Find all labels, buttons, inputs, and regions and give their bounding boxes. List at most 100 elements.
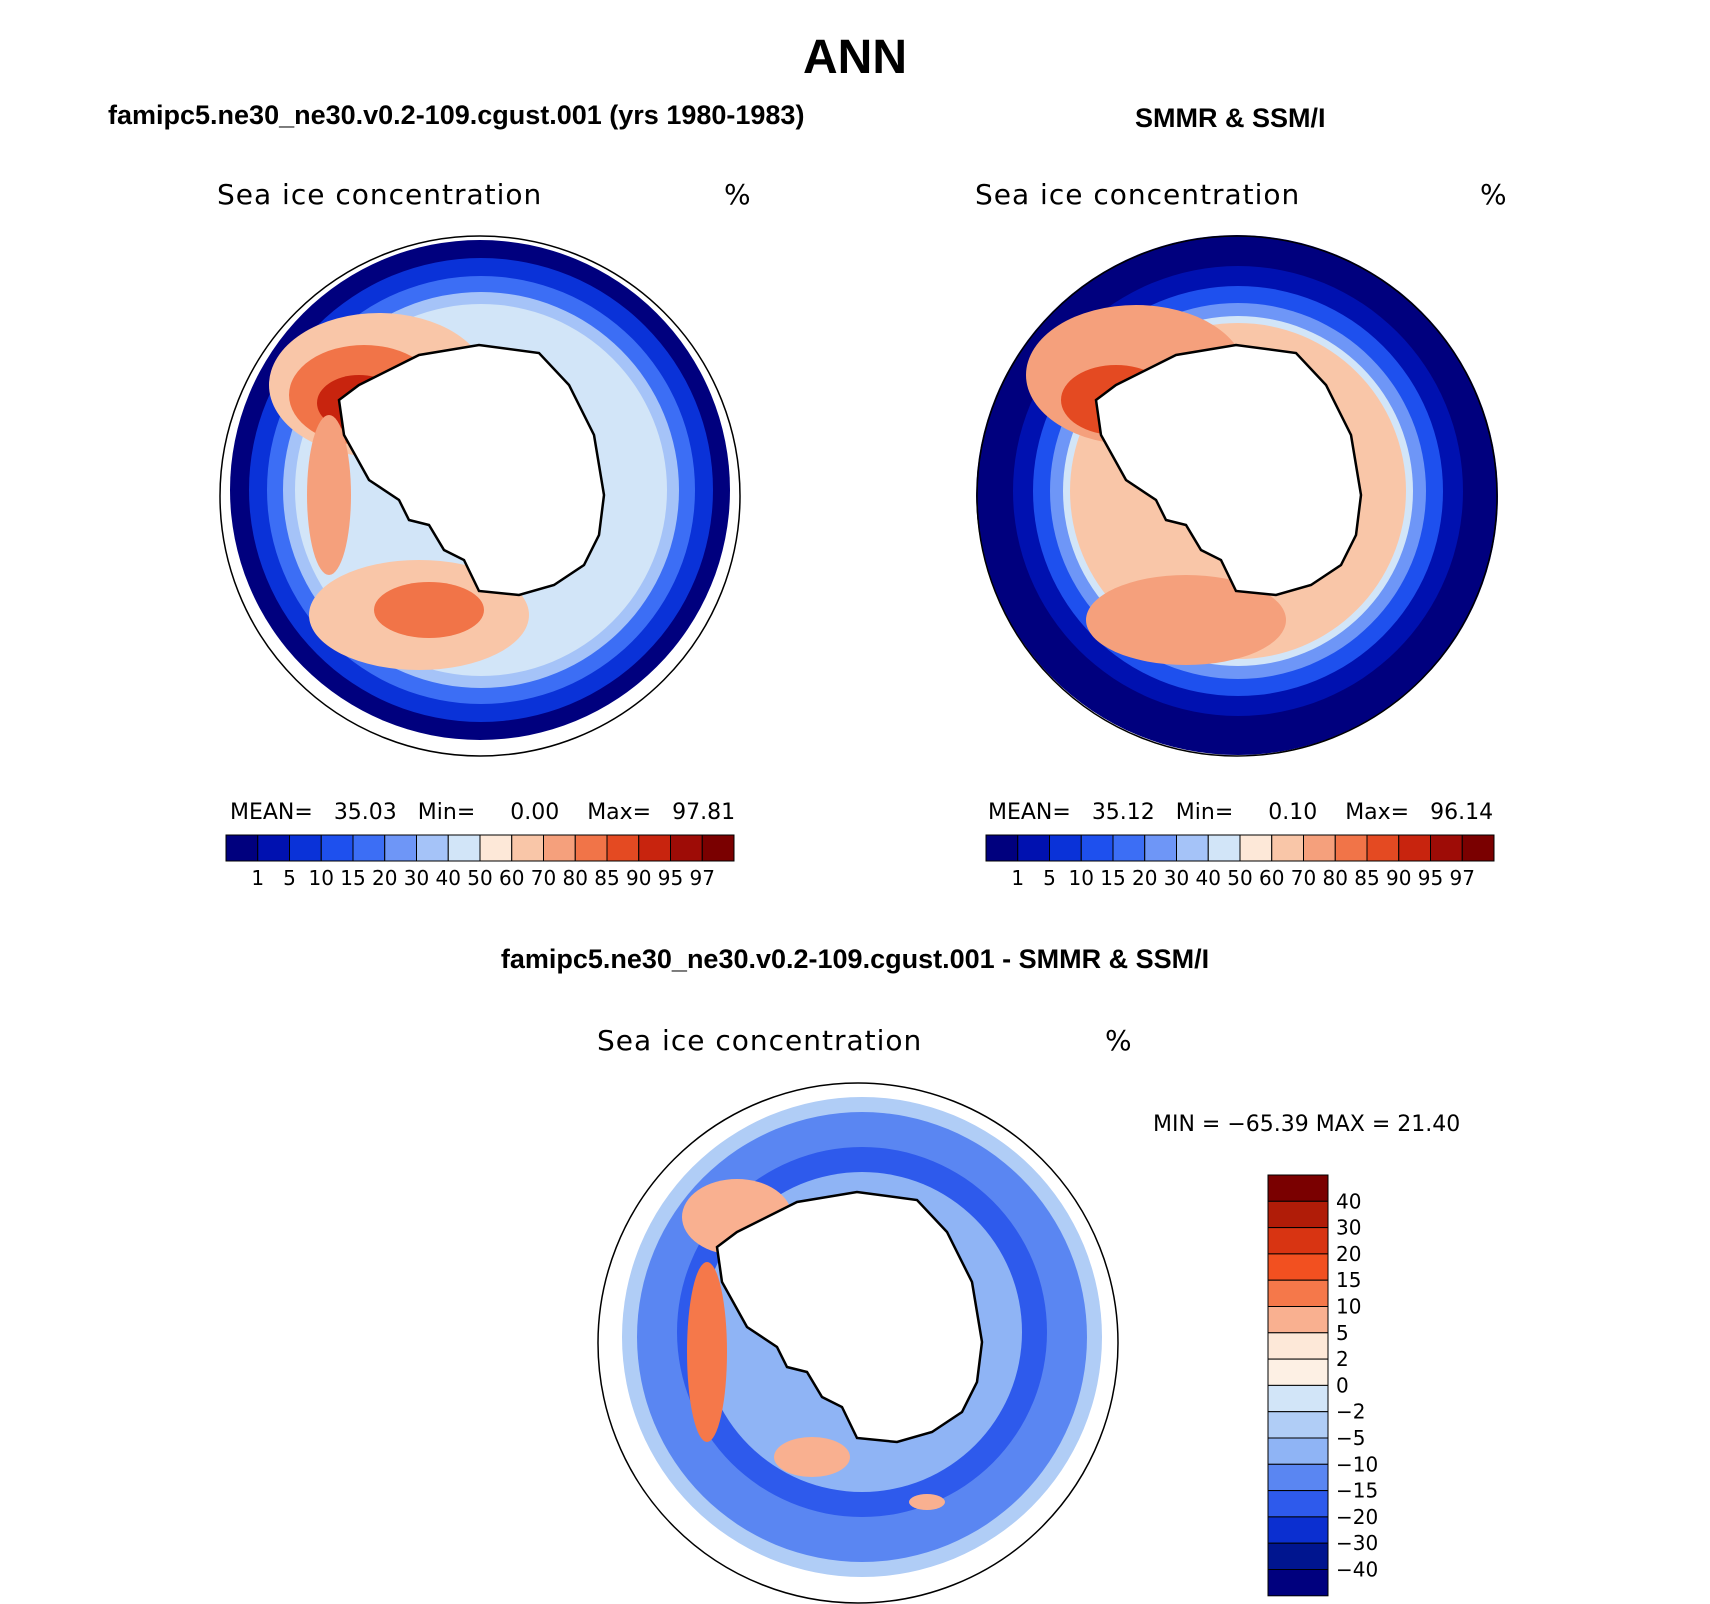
model-max-value: 97.81	[672, 800, 736, 825]
model-max-label: Max=	[587, 800, 652, 825]
obs-colorbar-tick-label: 40	[1196, 866, 1221, 890]
diff-ross-east-positive	[909, 1494, 945, 1510]
model-colorbar-box	[701, 834, 735, 862]
obs-colorbar-tick-label: 70	[1291, 866, 1316, 890]
obs-mean-value: 35.12	[1091, 800, 1155, 825]
model-min-value: 0.00	[510, 800, 560, 825]
model-colorbar-tick-label: 50	[467, 866, 492, 890]
model-units-label: %	[724, 178, 752, 211]
model-colorbar-tick-label: 1	[251, 866, 264, 890]
obs-colorbar-box	[1112, 834, 1146, 862]
obs-colorbar-tick-label: 90	[1386, 866, 1411, 890]
diff-sea-ice-map	[597, 1082, 1119, 1604]
diff-bellingshausen-positive	[687, 1262, 727, 1442]
model-colorbar-tick-label: 15	[340, 866, 365, 890]
diff-colorbar-tick-label: −2	[1336, 1400, 1365, 1424]
diff-colorbar-box	[1267, 1542, 1329, 1571]
diff-colorbar-tick-label: −15	[1336, 1479, 1378, 1503]
model-map-frame	[219, 235, 741, 757]
model-variable-label: Sea ice concentration	[217, 178, 543, 211]
model-antarctica-coastline	[337, 343, 606, 597]
model-colorbar-tick-label: 85	[594, 866, 619, 890]
model-colorbar-tick-label: 70	[531, 866, 556, 890]
obs-colorbar-box	[1239, 834, 1273, 862]
obs-colorbar-tick-label: 1	[1011, 866, 1024, 890]
model-colorbar-box	[606, 834, 640, 862]
obs-colorbar-box	[1334, 834, 1368, 862]
diff-colorbar-tick-label: 10	[1336, 1295, 1361, 1319]
model-colorbar-box	[257, 834, 290, 862]
obs-colorbar-tick-label: 5	[1043, 866, 1056, 890]
model-colorbar: 1 5 10 15 20 30 40 50 60 70 80 85 90 95 97	[225, 834, 735, 890]
obs-colorbar-box	[1430, 834, 1463, 862]
obs-colorbar-box	[1017, 834, 1050, 862]
diff-antarctica-coastline	[715, 1190, 984, 1444]
model-colorbar-box	[511, 834, 544, 862]
diff-colorbar-box	[1267, 1569, 1329, 1597]
diff-ross-positive	[774, 1437, 850, 1477]
model-colorbar-tick-label: 30	[404, 866, 429, 890]
model-colorbar-box	[225, 834, 259, 862]
model-colorbar-tick-label: 40	[436, 866, 461, 890]
diff-colorbar-tick-label: −10	[1336, 1452, 1378, 1476]
diff-colorbar-box	[1267, 1306, 1329, 1334]
diff-colorbar-box	[1267, 1490, 1329, 1518]
diff-colorbar-box	[1267, 1437, 1329, 1465]
diff-colorbar-tick-label: 0	[1336, 1373, 1349, 1397]
obs-colorbar-box	[1207, 834, 1241, 862]
model-colorbar-box	[543, 834, 576, 862]
obs-min-label: Min=	[1175, 800, 1234, 825]
obs-colorbar-tick-label: 15	[1100, 866, 1125, 890]
diff-colorbar-tick-label: 20	[1336, 1242, 1361, 1266]
model-sea-ice-map	[219, 235, 741, 757]
obs-colorbar-box	[1049, 834, 1082, 862]
diff-colorbar-box	[1267, 1200, 1329, 1229]
obs-colorbar-tick-label: 10	[1069, 866, 1094, 890]
model-mean-label: MEAN=	[230, 800, 313, 825]
obs-colorbar-tick-label: 97	[1450, 866, 1475, 890]
obs-colorbar-box	[1461, 834, 1495, 862]
model-colorbar-box	[289, 834, 322, 862]
diff-colorbar-tick-label: −5	[1336, 1426, 1365, 1450]
obs-colorbar-tick-label: 50	[1227, 866, 1252, 890]
diff-variable-label: Sea ice concentration	[597, 1024, 923, 1057]
model-colorbar-box	[479, 834, 513, 862]
obs-antarctica-coastline	[1094, 343, 1363, 597]
obs-colorbar-box	[985, 834, 1019, 862]
diff-colorbar-box	[1267, 1463, 1329, 1492]
diff-units-label: %	[1105, 1024, 1133, 1057]
obs-sea-ice-map	[976, 235, 1498, 757]
obs-map-frame	[976, 235, 1498, 757]
obs-colorbar-box	[1080, 834, 1114, 862]
obs-units-label: %	[1480, 178, 1508, 211]
model-colorbar-box	[416, 834, 449, 862]
obs-mean-label: MEAN=	[988, 800, 1071, 825]
model-colorbar-tick-label: 5	[283, 866, 296, 890]
model-colorbar-tick-label: 90	[626, 866, 651, 890]
model-colorbar-box	[670, 834, 703, 862]
diff-colorbar-tick-label: 5	[1336, 1321, 1349, 1345]
obs-colorbar-tick-label: 85	[1354, 866, 1379, 890]
obs-variable-label: Sea ice concentration	[975, 178, 1301, 211]
obs-colorbar-box	[1303, 834, 1336, 862]
model-colorbar-box	[638, 834, 671, 862]
obs-colorbar-box	[1176, 834, 1209, 862]
obs-ross-ice	[1086, 575, 1286, 665]
model-colorbar-tick-label: 20	[372, 866, 397, 890]
obs-colorbar-tick-label: 80	[1323, 866, 1348, 890]
diff-colorbar-tick-label: 15	[1336, 1268, 1361, 1292]
model-colorbar-box	[384, 834, 417, 862]
diff-colorbar-box	[1267, 1227, 1329, 1255]
model-mean-value: 35.03	[333, 800, 397, 825]
model-colorbar-tick-label: 97	[690, 866, 715, 890]
model-colorbar-box	[352, 834, 386, 862]
obs-max-label: Max=	[1345, 800, 1410, 825]
model-panel-title: famipc5.ne30_ne30.v0.2-109.cgust.001 (yr…	[108, 100, 805, 130]
diff-colorbar-box	[1267, 1358, 1329, 1386]
obs-colorbar-tick-label: 30	[1164, 866, 1189, 890]
model-ross-ice-high	[374, 582, 484, 638]
diff-colorbar-box	[1267, 1253, 1329, 1281]
model-colorbar-tick-label: 80	[563, 866, 588, 890]
model-colorbar-tick-label: 60	[499, 866, 524, 890]
